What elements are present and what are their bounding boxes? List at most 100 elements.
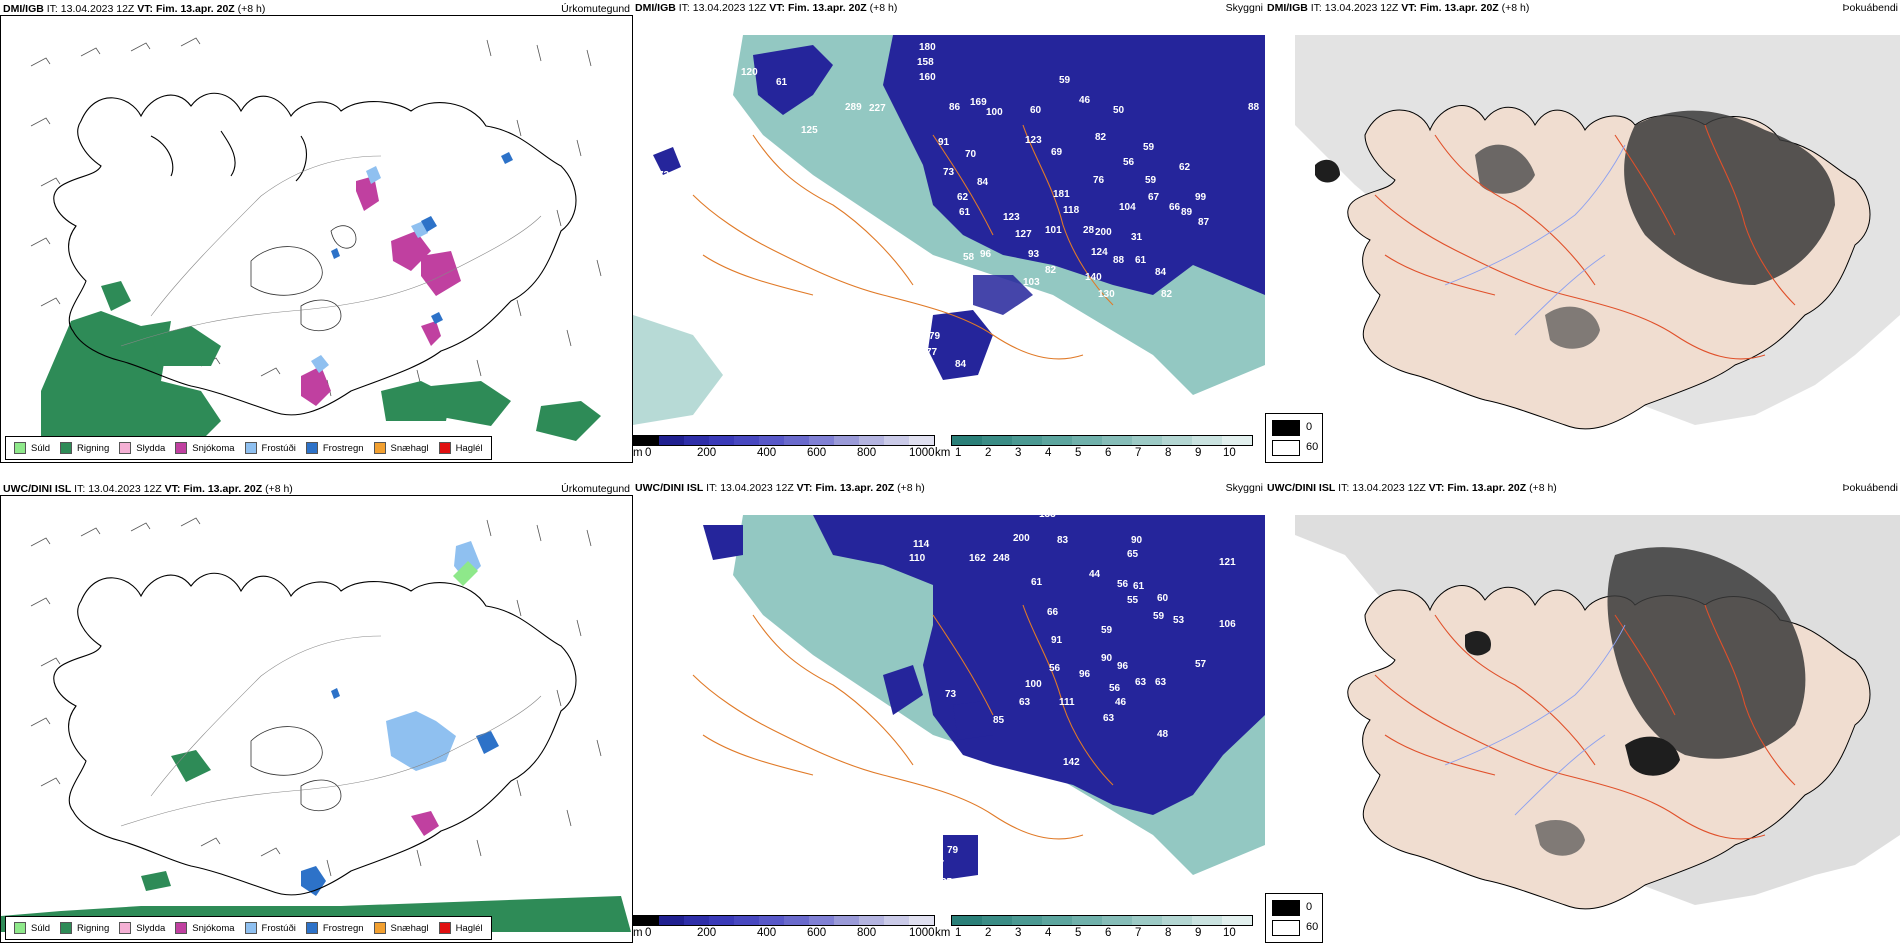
legend-swatch — [60, 922, 73, 934]
cloud-label: 59 — [1059, 75, 1071, 86]
vt-label: VT: — [164, 483, 181, 495]
cloud-label: 73 — [943, 167, 955, 178]
legend-swatch — [305, 922, 318, 934]
it-label: IT: — [678, 2, 690, 14]
legend-swatch — [244, 922, 257, 934]
cloud-label: 169 — [970, 97, 987, 108]
it-label: IT: — [706, 482, 718, 494]
scale-unit: m — [633, 927, 643, 939]
cloud-label: 69 — [1051, 147, 1063, 158]
scale-cell — [1222, 916, 1252, 925]
field-name: Skyggni — [1225, 2, 1263, 14]
scale-cell — [809, 916, 834, 925]
legend-item: Rigning — [60, 922, 109, 934]
panel-fog-row1: DMI/IGB IT: 13.04.2023 12Z VT: Fim. 13.a… — [1265, 2, 1900, 463]
cloud-label: 99 — [1195, 192, 1207, 203]
cloud-label: 63 — [1019, 697, 1031, 708]
fog-dark — [1475, 144, 1535, 194]
it-label: IT: — [74, 483, 86, 495]
scale-cell — [909, 436, 934, 445]
scale-cell — [1012, 436, 1042, 445]
legend-swatch — [14, 922, 26, 934]
low-cloud — [943, 835, 978, 880]
roads — [120, 155, 542, 347]
cloud-label: 63 — [1155, 677, 1167, 688]
height-scale: m 0 200 400 600 800 1000 — [633, 915, 943, 939]
vt-value: Fim. 13.apr. 20Z — [155, 3, 235, 15]
cloud-base-labels: 133 83 90 114 200 110 162 248 65 121 44 … — [909, 515, 1236, 888]
scale-tick: 1000 — [909, 927, 935, 939]
scale-cell — [834, 916, 859, 925]
height-scale: m 0 200 400 600 800 1000 — [633, 435, 943, 459]
legend-item: Snjókoma — [175, 442, 235, 454]
it-label: IT: — [1338, 482, 1350, 494]
cloud-label: 84 — [955, 359, 967, 370]
legend-item: Snæhagl — [373, 922, 429, 934]
cloud-label: 200 — [1095, 227, 1112, 238]
cloud-label: 28 — [1083, 225, 1095, 236]
vis-label-0: 0 — [1306, 421, 1313, 433]
lead-time: (+8 h) — [265, 483, 293, 495]
cloud-label: 61 — [1135, 255, 1147, 266]
legend-swatch — [244, 442, 257, 454]
scale-cell — [634, 436, 659, 445]
snow-areas — [301, 176, 461, 406]
legend-swatch — [305, 442, 318, 454]
scale-tick: 8 — [1165, 927, 1172, 939]
low-cloud — [883, 35, 1265, 295]
cloud-label: 56 — [1109, 683, 1121, 694]
cloud-label: 125 — [801, 125, 818, 136]
scale-cell — [659, 436, 684, 445]
lead-time: (+8 h) — [237, 3, 266, 15]
legend-item: Haglél — [438, 442, 483, 454]
scale-tick: 2 — [985, 927, 992, 939]
cloud-label: 140 — [1085, 272, 1102, 283]
legend-swatch — [175, 442, 188, 454]
cloud-label: 158 — [917, 57, 934, 68]
panel-title: UWC/DINI ISL IT: 13.04.2023 12Z VT: Fim.… — [1267, 482, 1557, 494]
cloud-label: 103 — [1023, 277, 1040, 288]
cloud-label: 104 — [1119, 202, 1136, 213]
vis-legend: 0 60 — [1265, 893, 1323, 943]
cloud-label: 62 — [957, 192, 969, 203]
cloud-label: 82 — [1161, 289, 1173, 300]
scale-cell — [634, 916, 659, 925]
legend-item: Slydda — [119, 922, 165, 934]
cloud-label: 90 — [1101, 653, 1113, 664]
scale-tick: 7 — [1135, 447, 1142, 459]
low-cloud — [883, 665, 923, 715]
scale-tick: 800 — [857, 927, 877, 939]
cloud-label: 200 — [1013, 533, 1030, 544]
vt-label: VT: — [1428, 482, 1445, 494]
glacier-outlines — [250, 726, 342, 812]
frost-areas — [311, 166, 428, 373]
cloud-label: 76 — [1093, 175, 1105, 186]
low-cloud — [928, 310, 993, 380]
scale-cell — [734, 916, 759, 925]
cloud-label: 130 — [1098, 289, 1115, 300]
precip-legend: Súld Rigning Slydda Snjókoma Frostúði Fr… — [5, 436, 492, 460]
km-scale: km 1 2 3 4 5 6 7 8 9 10 — [935, 915, 1266, 939]
cloud-label: 62 — [1179, 162, 1191, 173]
scale-tick: 400 — [757, 927, 777, 939]
scale-cell — [1102, 436, 1132, 445]
scale-cell — [734, 436, 759, 445]
field-name: Úrkomutegund — [561, 3, 630, 15]
cloud-label: 44 — [1089, 569, 1101, 580]
scale-cell — [1192, 436, 1222, 445]
cloud-map: 133 83 90 114 200 110 162 248 65 121 44 … — [633, 515, 1265, 915]
low-cloud — [703, 525, 743, 560]
iceland-coastline — [53, 92, 577, 416]
scale-cell — [982, 436, 1012, 445]
scale-cell — [684, 916, 709, 925]
vt-value: Fim. 13.apr. 20Z — [183, 483, 263, 495]
field-name: Þokuábendi — [1842, 2, 1898, 14]
scale-cell — [1222, 436, 1252, 445]
scale-cell — [784, 916, 809, 925]
scale-cell — [884, 916, 909, 925]
vt-value: Fim. 13.apr. 20Z — [1447, 482, 1527, 494]
cloud-label: 160 — [919, 72, 936, 83]
cloud-label: 79 — [893, 377, 905, 388]
cloud-label: 46 — [1115, 697, 1127, 708]
rain-areas — [1, 750, 631, 932]
